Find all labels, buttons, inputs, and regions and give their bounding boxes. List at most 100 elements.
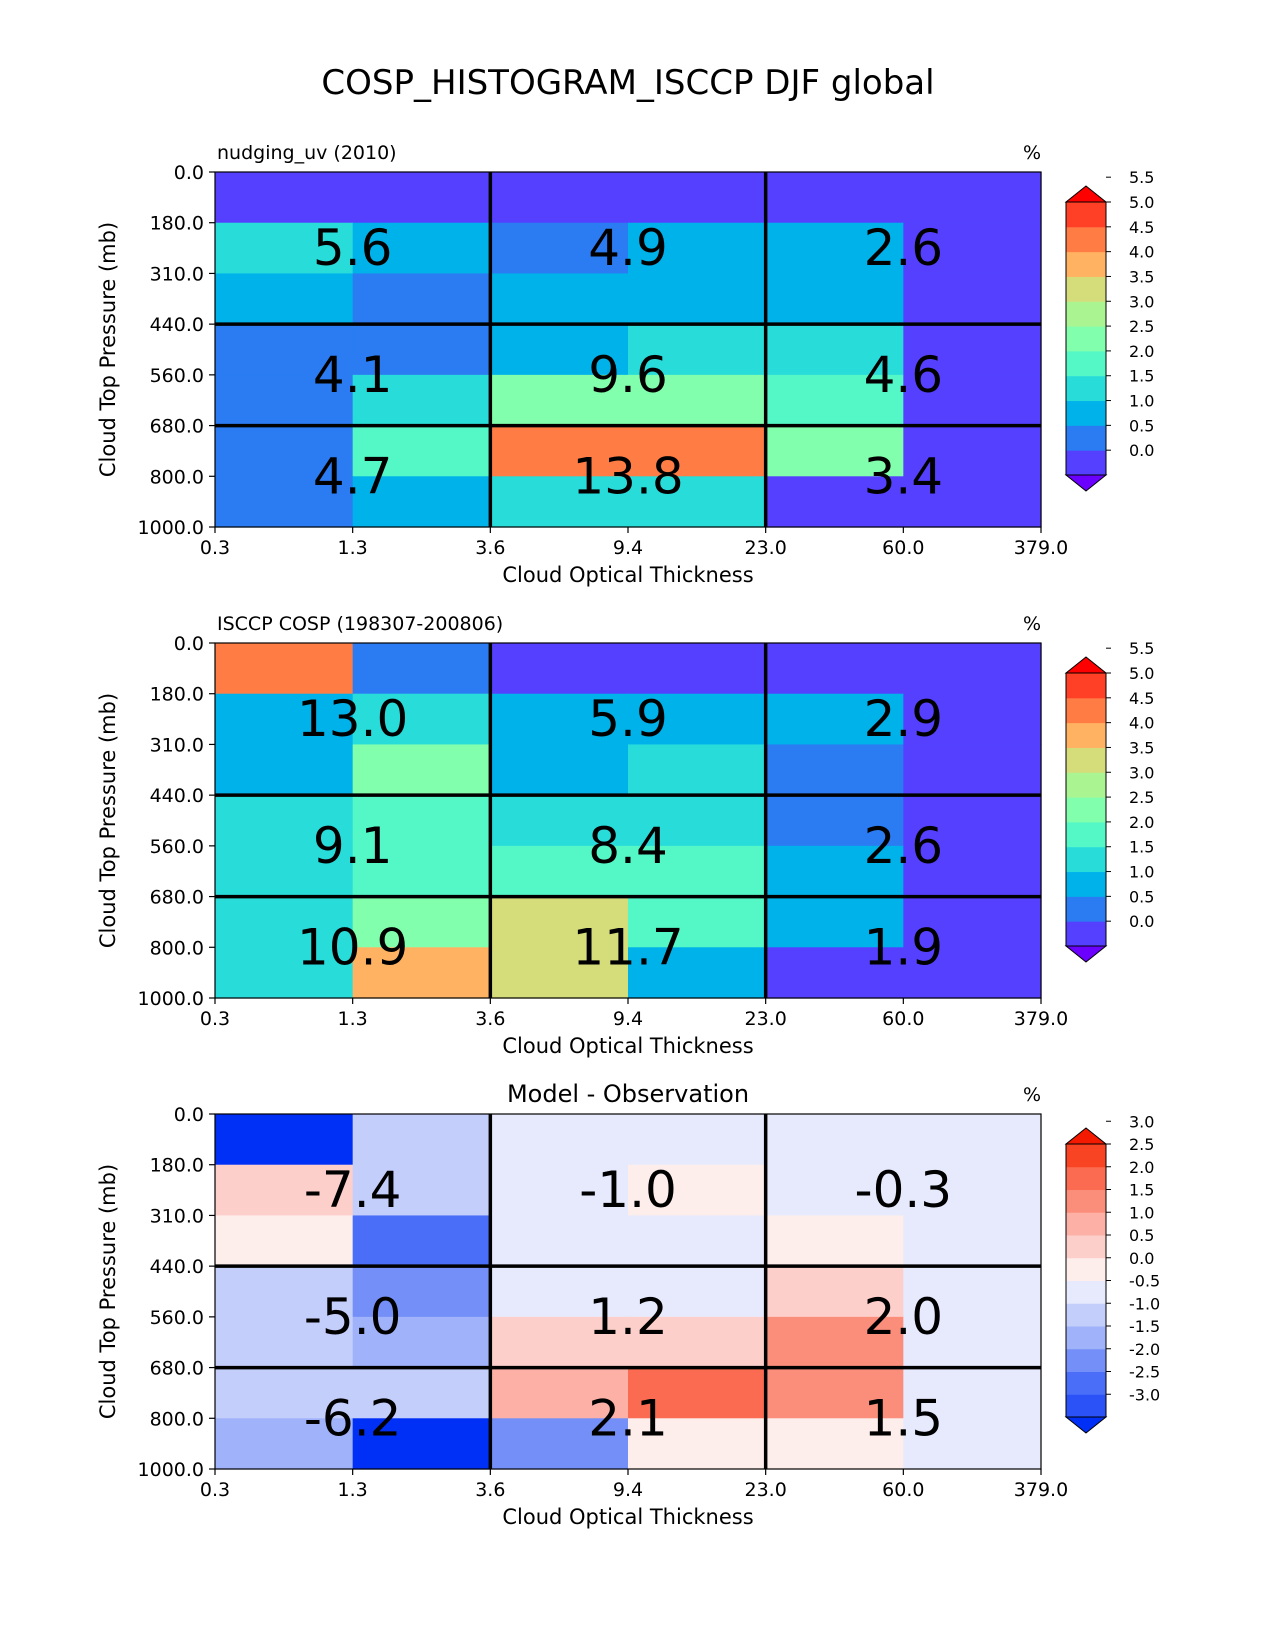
colorbar-band <box>1066 821 1106 848</box>
colorbar-band <box>1066 450 1106 476</box>
histogram-cell <box>352 273 491 325</box>
histogram-cell <box>215 795 354 847</box>
histogram-cell <box>903 693 1042 746</box>
colorbar-tick-label: 2.0 <box>1129 1158 1154 1177</box>
histogram-cell <box>628 425 767 477</box>
box-sum-label: 4.1 <box>313 346 393 404</box>
colorbar: 0.0 0.5 1.0 1.5 2.0 2.5 3.0 3.5 4.0 4.5 5.0 5.5 <box>1064 168 1154 492</box>
histogram-cell <box>628 374 767 427</box>
histogram-cell <box>903 172 1042 224</box>
histogram-cell <box>352 795 491 847</box>
histogram-cell <box>765 795 904 847</box>
histogram-cell <box>765 1418 904 1470</box>
box-sum-label: 2.6 <box>864 817 944 875</box>
colorbar-band <box>1066 871 1106 897</box>
histogram-cell <box>628 744 767 796</box>
histogram-cell <box>215 1114 354 1166</box>
figure-title: COSP_HISTOGRAM_ISCCP DJF global <box>321 63 934 103</box>
colorbar-band <box>1066 1326 1106 1350</box>
y-tick-label: 680.0 <box>150 887 204 909</box>
histogram-cell <box>490 896 629 948</box>
colorbar-band <box>1066 1303 1106 1327</box>
histogram-cell <box>903 425 1042 477</box>
y-tick-label: 0.0 <box>174 633 204 655</box>
x-tick-label: 379.0 <box>1014 1479 1068 1501</box>
colorbar-band <box>1066 896 1106 922</box>
box-sum-label: 2.1 <box>588 1389 668 1447</box>
box-sum-label: -7.4 <box>304 1161 402 1219</box>
colorbar-band <box>1066 1235 1106 1259</box>
x-tick-label: 379.0 <box>1014 1008 1068 1030</box>
histogram-cell <box>628 896 767 948</box>
box-sum-label: 13.0 <box>297 690 408 748</box>
histogram-cell <box>490 1418 629 1470</box>
histogram-cell <box>765 643 904 695</box>
histogram-cell <box>903 476 1042 528</box>
colorbar-tick-label: 1.0 <box>1129 1203 1154 1222</box>
colorbar-tick-label: 3.0 <box>1129 763 1154 782</box>
colorbar-extend-top <box>1064 185 1108 203</box>
colorbar-extend-top <box>1064 656 1108 674</box>
colorbar-tick-label: 2.5 <box>1129 1135 1154 1154</box>
colorbar-band <box>1066 226 1106 253</box>
histogram-cell <box>903 1316 1042 1369</box>
histogram-cell <box>765 1215 904 1267</box>
colorbar-band <box>1066 202 1106 228</box>
x-tick-label: 0.3 <box>200 1479 230 1501</box>
histogram-cell <box>352 693 491 746</box>
colorbar-tick-label: 4.5 <box>1129 689 1154 708</box>
x-tick-label: 9.4 <box>613 537 643 559</box>
histogram-cell <box>352 1367 491 1419</box>
colorbar-band <box>1066 797 1106 823</box>
colorbar-tick-label: -1.0 <box>1129 1294 1160 1313</box>
histogram-cell <box>765 896 904 948</box>
colorbar-band <box>1066 1371 1106 1395</box>
colorbar-band <box>1066 1348 1106 1372</box>
histogram-cell <box>215 476 354 528</box>
colorbar-band <box>1066 846 1106 873</box>
box-sum-label: 4.9 <box>588 219 668 277</box>
box-sum-label: 1.5 <box>864 1389 944 1447</box>
colorbar-extend-top <box>1064 1127 1108 1145</box>
histogram-cell <box>903 1164 1042 1217</box>
colorbar-tick-label: -2.0 <box>1129 1340 1160 1359</box>
colorbar-tick-label: 5.0 <box>1129 193 1154 212</box>
panel-title: nudging_uv (2010) <box>217 142 397 164</box>
histogram-cell <box>215 374 354 427</box>
colorbar-tick-label: 2.5 <box>1129 788 1154 807</box>
histogram-cell <box>765 1164 904 1217</box>
colorbar-tick-label: 5.0 <box>1129 664 1154 683</box>
histogram-cell <box>490 1164 629 1217</box>
colorbar-band <box>1066 400 1106 426</box>
histogram-cell <box>352 324 491 376</box>
y-tick-label: 560.0 <box>150 1307 204 1329</box>
x-tick-label: 23.0 <box>745 537 787 559</box>
histogram-cell <box>352 425 491 477</box>
box-sum-label: 5.9 <box>588 690 668 748</box>
x-tick-label: 379.0 <box>1014 537 1068 559</box>
colorbar-tick-label: 2.0 <box>1129 813 1154 832</box>
colorbar-tick-label: 2.5 <box>1129 317 1154 336</box>
colorbar-band <box>1066 301 1106 327</box>
x-tick-label: 9.4 <box>613 1479 643 1501</box>
colorbar-tick-label: 1.5 <box>1129 1181 1154 1200</box>
colorbar-band <box>1066 276 1106 302</box>
box-sum-label: 2.6 <box>864 219 944 277</box>
histogram-cell <box>628 222 767 275</box>
histogram-cell <box>215 172 354 224</box>
colorbar-tick-label: 4.5 <box>1129 218 1154 237</box>
colorbar-band <box>1066 251 1106 277</box>
histogram-cell <box>903 643 1042 695</box>
histogram-cell <box>628 172 767 224</box>
histogram-cell <box>215 1367 354 1419</box>
y-tick-label: 0.0 <box>174 162 204 184</box>
y-tick-label: 180.0 <box>150 684 204 706</box>
histogram-cell <box>765 476 904 528</box>
colorbar-tick-label: 4.0 <box>1129 243 1154 262</box>
x-tick-label: 23.0 <box>745 1479 787 1501</box>
box-sum-label: 5.6 <box>313 219 393 277</box>
y-axis-label: Cloud Top Pressure (mb) <box>96 1164 120 1419</box>
histogram-cell <box>215 1266 354 1318</box>
colorbar-band <box>1066 1212 1106 1236</box>
colorbar-tick-label: 0.0 <box>1129 441 1154 460</box>
